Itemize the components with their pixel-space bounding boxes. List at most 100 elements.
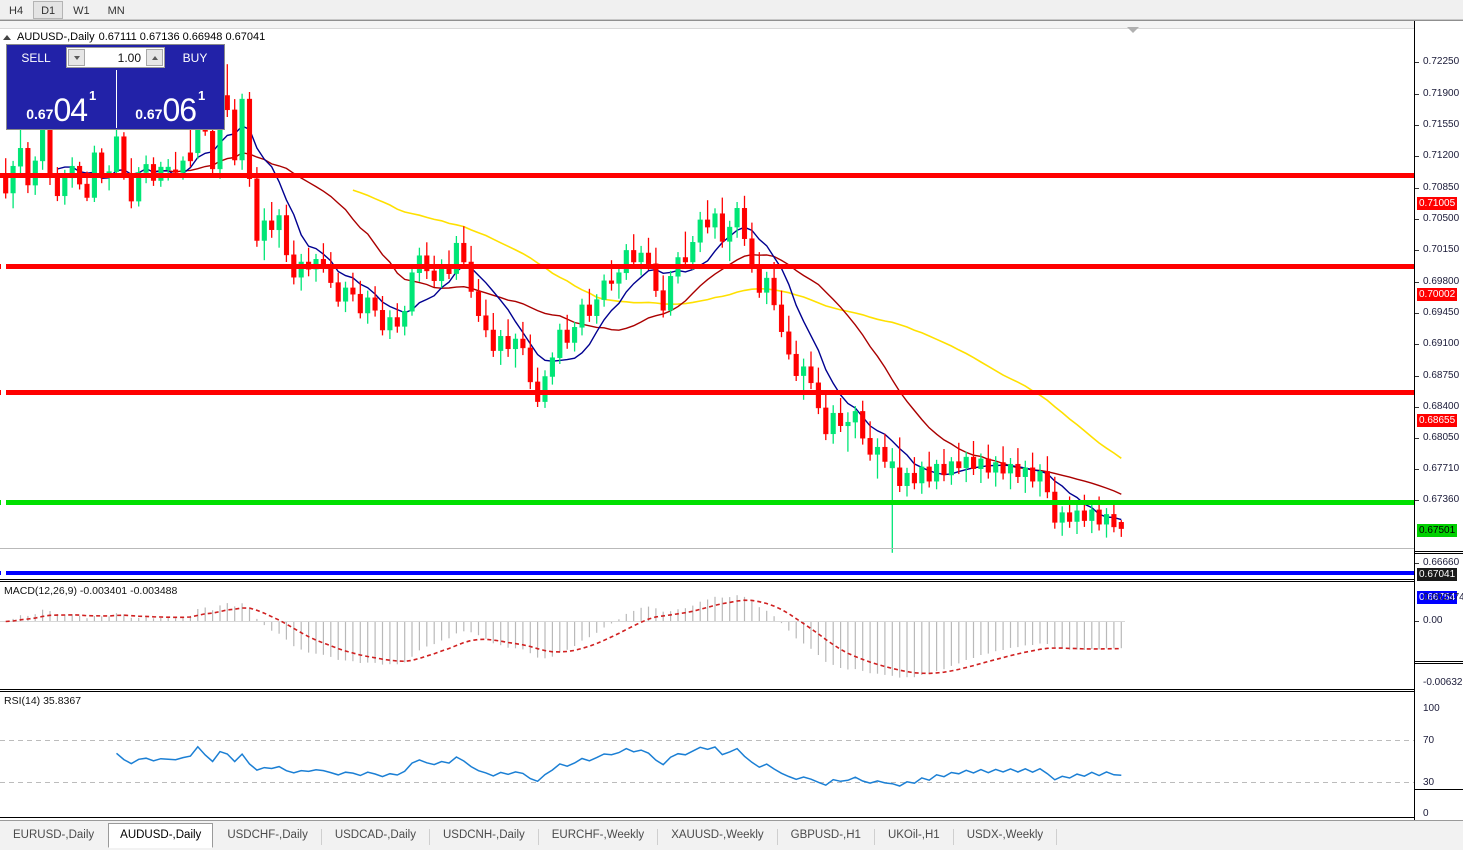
line-handle[interactable] <box>1 500 6 505</box>
price-tick-label: 0.72250 <box>1423 56 1460 68</box>
tab-ukoil-h1[interactable]: UKOil-,H1 <box>887 829 940 841</box>
tab-divider <box>428 829 430 845</box>
price-tick-mark <box>1415 438 1419 440</box>
tab-usdchf-daily[interactable]: USDCHF-,Daily <box>227 829 308 841</box>
price-tick-mark <box>1415 125 1419 127</box>
price-tick-mark <box>1415 281 1419 283</box>
tab-eurchf-weekly[interactable]: EURCHF-,Weekly <box>551 829 645 841</box>
sell-price-fraction: 1 <box>89 88 97 103</box>
macd-signal-line <box>5 599 1122 675</box>
buy-button[interactable]: BUY <box>182 50 208 65</box>
price-tick-label: 0.67710 <box>1423 462 1460 474</box>
lot-increment-button[interactable] <box>146 49 163 66</box>
price-tag-red: 0.70002 <box>1417 288 1458 301</box>
rsi-tick-label: 70 <box>1423 734 1435 746</box>
price-tick-mark <box>1415 406 1419 408</box>
price-tag-black: 0.67041 <box>1417 568 1458 581</box>
macd-pane[interactable] <box>0 594 1414 689</box>
pane-separator-rsi-top <box>0 691 1414 692</box>
tab-divider <box>873 829 875 845</box>
tab-divider <box>320 829 322 845</box>
axis-separator-3 <box>1415 661 1463 662</box>
price-tick-mark <box>1415 344 1419 346</box>
tab-audusd-daily[interactable]: AUDUSD-,Daily <box>108 823 214 848</box>
price-tick-mark <box>1415 468 1419 470</box>
price-tick-label: 0.68050 <box>1423 432 1460 444</box>
chart-symbol-header: AUDUSD-,Daily 0.67111 0.67136 0.66948 0.… <box>3 30 265 44</box>
price-tick-mark <box>1415 313 1419 314</box>
price-tick-label: 0.70850 <box>1423 181 1460 193</box>
price-tick-label: 0.66660 <box>1423 556 1460 568</box>
macd-tick-label: 0.00 <box>1423 615 1443 627</box>
tab-divider <box>537 829 539 845</box>
resistance-line-071005[interactable] <box>0 173 1414 178</box>
price-tag-red: 0.68655 <box>1417 414 1458 427</box>
pane-separator-macd-top <box>0 579 1414 580</box>
line-handle[interactable] <box>1 390 6 395</box>
price-axis[interactable]: 0.72250 0.71900 0.71550 0.71200 0.70850 0.705… <box>1414 21 1463 821</box>
last-price-line <box>0 548 1414 549</box>
chart-scrollbar[interactable] <box>0 21 1414 29</box>
sell-price-prefix: 0.67 <box>26 106 54 122</box>
symbol-tab-bar[interactable]: EURUSD-,Daily AUDUSD-,Daily USDCHF-,Daily U… <box>0 820 1463 850</box>
pane-separator-macd-bottom <box>0 689 1414 690</box>
price-pane[interactable] <box>0 49 1414 577</box>
rsi-tick-label: 30 <box>1423 776 1435 788</box>
price-tick-mark <box>1415 375 1419 377</box>
macd-tick-mark <box>1415 621 1419 623</box>
resistance-line-068655[interactable] <box>0 390 1414 395</box>
price-tick-label: 0.68400 <box>1423 400 1460 412</box>
price-tick-label: 0.68750 <box>1423 369 1460 381</box>
line-handle[interactable] <box>1 571 6 576</box>
axis-separator-2 <box>1415 553 1463 554</box>
price-tick-mark <box>1415 156 1419 158</box>
line-handle[interactable] <box>1 264 6 269</box>
one-click-trading-panel[interactable]: SELL 1.00 BUY 0.67 04 1 0.67 06 1 <box>6 44 225 130</box>
tab-xauusd-weekly[interactable]: XAUUSD-,Weekly <box>671 829 764 841</box>
price-tick-label: 0.70150 <box>1423 244 1460 256</box>
tab-divider <box>657 829 659 845</box>
sell-price-cell[interactable]: 0.67 04 1 <box>7 70 116 128</box>
sell-button[interactable]: SELL <box>21 50 51 65</box>
price-tick-mark <box>1415 93 1419 95</box>
lot-decrement-button[interactable] <box>68 49 85 66</box>
price-tick-label: 0.69800 <box>1423 275 1460 287</box>
price-tag-blue: 0.66754 <box>1417 591 1458 604</box>
price-tick-mark <box>1415 187 1419 189</box>
timeframe-mn[interactable]: MN <box>107 4 125 17</box>
tab-usdx-weekly[interactable]: USDX-,Weekly <box>966 829 1044 841</box>
collapse-triangle-icon[interactable] <box>3 34 11 40</box>
timeframe-h4[interactable]: H4 <box>9 4 24 17</box>
price-tick-label: 0.71550 <box>1423 119 1460 131</box>
chevron-down-icon[interactable] <box>1127 27 1139 33</box>
sell-price-big: 04 <box>53 92 88 128</box>
resistance-line-070002[interactable] <box>0 264 1414 269</box>
buy-price-cell[interactable]: 0.67 06 1 <box>115 70 225 128</box>
axis-separator-4 <box>1415 663 1463 664</box>
lot-size-input[interactable]: 1.00 <box>66 47 165 68</box>
axis-separator-5 <box>1415 789 1463 790</box>
target-line-066754[interactable] <box>0 571 1414 576</box>
rsi-tick-label: 0 <box>1423 808 1429 819</box>
buy-price-prefix: 0.67 <box>135 106 163 122</box>
macd-tick-label: -0.006326 <box>1423 677 1463 688</box>
price-tick-mark <box>1415 500 1419 502</box>
rsi-tick-label: 100 <box>1423 703 1440 714</box>
tab-usdcad-daily[interactable]: USDCAD-,Daily <box>334 829 416 841</box>
price-tick-label: 0.69450 <box>1423 307 1460 318</box>
support-line-067501[interactable] <box>0 500 1414 505</box>
price-tick-label: 0.67360 <box>1423 494 1460 506</box>
tab-eurusd-daily[interactable]: EURUSD-,Daily <box>13 829 95 841</box>
chart-area[interactable]: AUDUSD-,Daily 0.67111 0.67136 0.66948 0.… <box>0 20 1463 839</box>
chart-symbol-label: AUDUSD-,Daily <box>17 31 95 43</box>
timeframe-w1[interactable]: W1 <box>73 4 90 17</box>
timeframe-d1[interactable]: D1 <box>33 0 64 19</box>
tab-usdcnh-daily[interactable]: USDCNH-,Daily <box>442 829 525 841</box>
rsi-pane[interactable] <box>0 709 1414 814</box>
candlestick-series <box>3 64 1124 553</box>
buy-price-fraction: 1 <box>198 88 206 103</box>
macd-indicator-label: MACD(12,26,9) -0.003401 -0.003488 <box>4 585 178 597</box>
price-tick-mark <box>1415 562 1419 564</box>
tab-gbpusd-h1[interactable]: GBPUSD-,H1 <box>790 829 861 841</box>
